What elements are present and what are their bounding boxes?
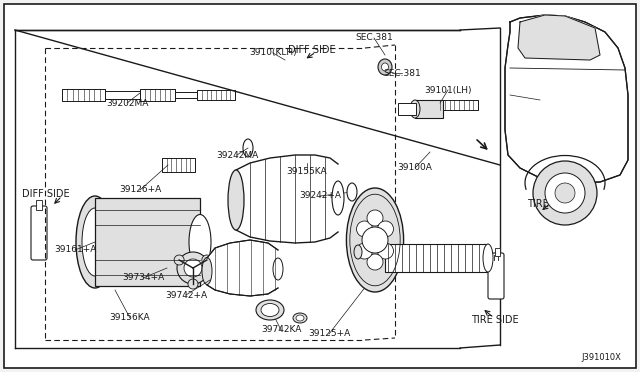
FancyBboxPatch shape	[95, 198, 200, 286]
Text: DIFF SIDE: DIFF SIDE	[288, 45, 336, 55]
Circle shape	[188, 279, 198, 289]
Ellipse shape	[293, 313, 307, 323]
Ellipse shape	[354, 245, 362, 259]
FancyBboxPatch shape	[197, 90, 235, 100]
Circle shape	[362, 227, 388, 253]
FancyBboxPatch shape	[398, 103, 416, 115]
FancyBboxPatch shape	[415, 100, 443, 118]
Text: DIFF SIDE: DIFF SIDE	[22, 189, 70, 199]
Circle shape	[177, 252, 209, 284]
Ellipse shape	[256, 300, 284, 320]
Circle shape	[367, 254, 383, 270]
Circle shape	[356, 243, 372, 259]
FancyBboxPatch shape	[36, 200, 42, 210]
Polygon shape	[236, 155, 338, 243]
Text: 39155KA: 39155KA	[287, 167, 327, 176]
Text: 39126+A: 39126+A	[119, 186, 161, 195]
Text: 39742+A: 39742+A	[165, 291, 207, 299]
Ellipse shape	[189, 215, 211, 269]
Ellipse shape	[332, 181, 344, 215]
Ellipse shape	[261, 304, 279, 317]
Text: 39100A: 39100A	[397, 164, 433, 173]
Ellipse shape	[243, 139, 253, 157]
Circle shape	[378, 243, 394, 259]
FancyBboxPatch shape	[488, 253, 504, 299]
Polygon shape	[207, 240, 278, 296]
Text: 39734+A: 39734+A	[122, 273, 164, 282]
Text: 39242MA: 39242MA	[216, 151, 258, 160]
FancyBboxPatch shape	[385, 244, 488, 272]
Ellipse shape	[378, 59, 392, 75]
Circle shape	[545, 173, 585, 213]
Text: 39742KA: 39742KA	[261, 326, 301, 334]
Circle shape	[555, 183, 575, 203]
Text: TIRE SIDE: TIRE SIDE	[527, 199, 575, 209]
Text: SEC.381: SEC.381	[383, 68, 421, 77]
FancyBboxPatch shape	[140, 89, 175, 101]
Circle shape	[533, 161, 597, 225]
Polygon shape	[518, 15, 600, 60]
Text: SEC.381: SEC.381	[355, 33, 393, 42]
Ellipse shape	[410, 100, 420, 118]
Polygon shape	[505, 15, 628, 183]
Text: 3910(KLH): 3910(KLH)	[249, 48, 297, 58]
Text: 39125+A: 39125+A	[308, 330, 350, 339]
Circle shape	[184, 259, 202, 277]
Text: 39156KA: 39156KA	[109, 314, 150, 323]
Text: TIRE SIDE: TIRE SIDE	[471, 315, 519, 325]
Circle shape	[367, 210, 383, 226]
FancyBboxPatch shape	[105, 91, 140, 99]
Circle shape	[174, 255, 184, 265]
Text: 39242+A: 39242+A	[299, 192, 341, 201]
FancyBboxPatch shape	[495, 248, 500, 256]
Ellipse shape	[273, 258, 283, 280]
FancyBboxPatch shape	[62, 89, 105, 101]
Ellipse shape	[76, 196, 114, 288]
Circle shape	[356, 221, 372, 237]
Ellipse shape	[228, 170, 244, 230]
Ellipse shape	[381, 63, 388, 71]
FancyBboxPatch shape	[440, 100, 478, 110]
Ellipse shape	[347, 183, 357, 201]
Text: 39234+A: 39234+A	[347, 221, 389, 230]
Ellipse shape	[346, 188, 404, 292]
Text: 39161+A: 39161+A	[54, 246, 96, 254]
FancyBboxPatch shape	[162, 158, 195, 172]
Circle shape	[378, 221, 394, 237]
Ellipse shape	[483, 244, 493, 272]
FancyBboxPatch shape	[4, 4, 636, 368]
Circle shape	[202, 255, 212, 265]
Text: 39202MA: 39202MA	[106, 99, 148, 108]
Ellipse shape	[82, 208, 108, 276]
FancyBboxPatch shape	[31, 206, 47, 260]
Text: J391010X: J391010X	[581, 353, 621, 362]
Ellipse shape	[296, 315, 304, 321]
Text: 39101(LH): 39101(LH)	[424, 86, 472, 94]
Ellipse shape	[202, 257, 212, 285]
FancyBboxPatch shape	[175, 92, 197, 98]
